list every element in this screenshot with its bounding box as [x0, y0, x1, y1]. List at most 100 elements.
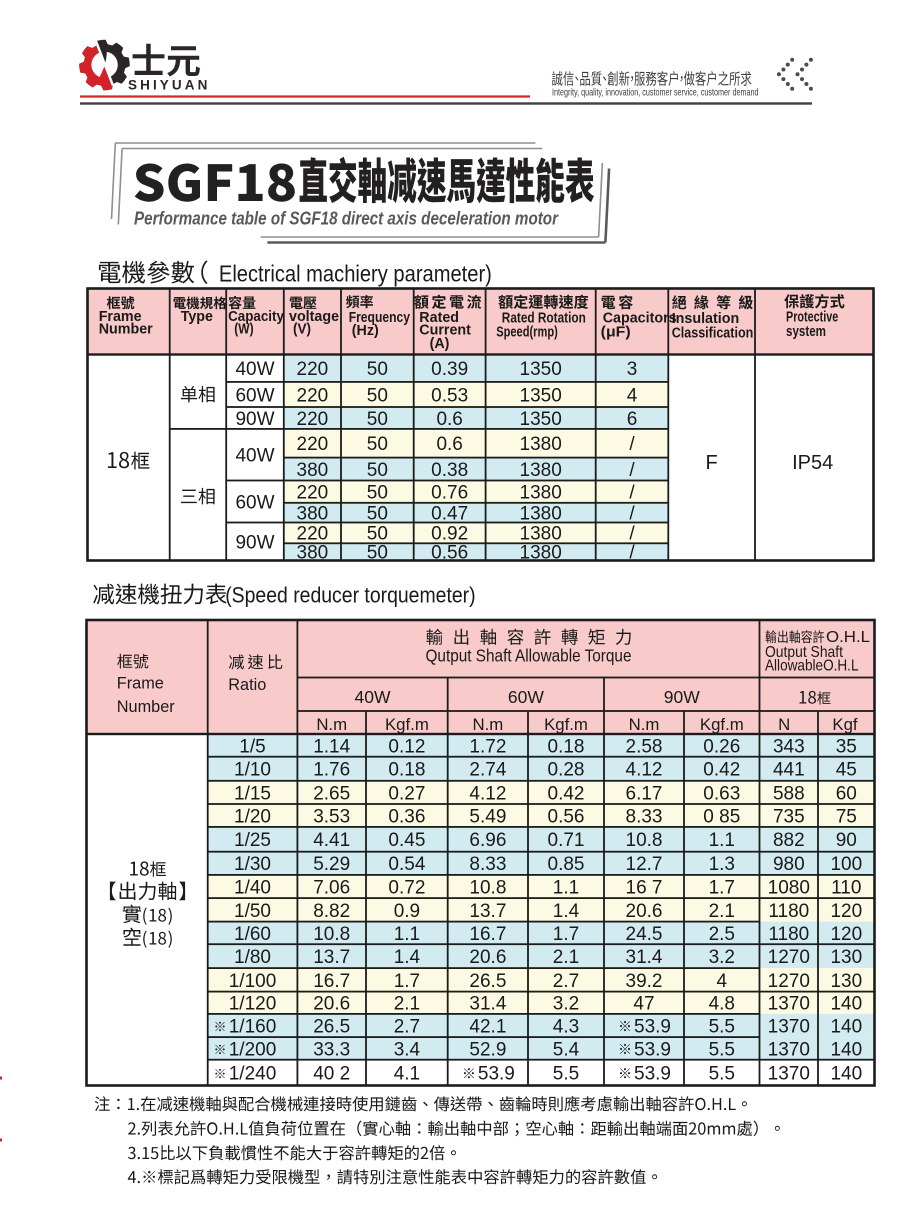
svg-text:/: / [629, 524, 635, 545]
svg-text:/: / [629, 503, 635, 524]
svg-text:16.7: 16.7 [469, 924, 506, 945]
svg-text:Classification: Classification [672, 326, 754, 342]
svg-text:3.4: 3.4 [394, 1039, 421, 1060]
svg-text:220: 220 [297, 359, 329, 380]
svg-text:1/200: 1/200 [229, 1039, 277, 1060]
svg-text:220: 220 [297, 385, 329, 406]
svg-text:(A): (A) [430, 336, 450, 352]
svg-text:140: 140 [830, 1064, 862, 1085]
svg-text:882: 882 [773, 830, 805, 851]
svg-text:1080: 1080 [768, 877, 810, 898]
svg-text:1180: 1180 [768, 901, 809, 922]
svg-text:Output Shaft: Output Shaft [765, 644, 844, 661]
svg-text:5.5: 5.5 [709, 1016, 735, 1037]
svg-text:0.53: 0.53 [431, 385, 468, 406]
svg-text:13.7: 13.7 [313, 947, 350, 968]
svg-text:3.2: 3.2 [709, 947, 735, 968]
svg-text:53.9: 53.9 [634, 1039, 671, 1060]
svg-text:40 2: 40 2 [313, 1064, 350, 1085]
svg-text:SHIYUAN: SHIYUAN [128, 77, 210, 92]
svg-text:980: 980 [773, 854, 805, 875]
svg-text:1370: 1370 [768, 1016, 810, 1037]
svg-text:4: 4 [627, 385, 638, 406]
svg-text:441: 441 [773, 760, 805, 781]
svg-text:Rated: Rated [419, 310, 459, 326]
svg-text:2.7: 2.7 [553, 971, 579, 992]
svg-text:1/240: 1/240 [229, 1064, 277, 1085]
svg-text:343: 343 [773, 736, 805, 757]
svg-text:120: 120 [830, 901, 862, 922]
svg-text:20.6: 20.6 [626, 901, 663, 922]
svg-text:6.17: 6.17 [626, 783, 663, 804]
svg-text:0.12: 0.12 [388, 736, 425, 757]
svg-text:1.7: 1.7 [709, 877, 735, 898]
svg-text:Kgf: Kgf [832, 715, 858, 734]
svg-text:140: 140 [830, 1016, 862, 1037]
svg-text:0.39: 0.39 [431, 359, 468, 380]
svg-text:/: / [629, 482, 635, 503]
svg-text:0.54: 0.54 [388, 854, 425, 875]
svg-text:26.5: 26.5 [313, 1016, 350, 1037]
svg-text:1.72: 1.72 [469, 736, 506, 757]
svg-text:Speed(rmp): Speed(rmp) [496, 325, 558, 341]
svg-text:1/20: 1/20 [234, 806, 271, 827]
svg-text:0.27: 0.27 [388, 783, 425, 804]
svg-text:20.6: 20.6 [469, 947, 506, 968]
svg-text:1270: 1270 [768, 971, 810, 992]
svg-text:Ratio: Ratio [228, 676, 266, 694]
svg-text:50: 50 [367, 524, 388, 545]
svg-text:1180: 1180 [768, 924, 809, 945]
svg-text:0.36: 0.36 [388, 806, 425, 827]
svg-text:588: 588 [773, 783, 805, 804]
svg-text:1370: 1370 [768, 1039, 810, 1060]
svg-text:5.5: 5.5 [553, 1064, 579, 1085]
svg-text:31.4: 31.4 [469, 994, 506, 1015]
svg-text:2.74: 2.74 [469, 760, 506, 781]
svg-text:4.8: 4.8 [709, 994, 735, 1015]
svg-text:(Hz): (Hz) [352, 323, 379, 339]
svg-text:50: 50 [367, 434, 388, 455]
svg-text:Insulation: Insulation [672, 311, 740, 327]
svg-text:0.6: 0.6 [436, 409, 462, 430]
svg-text:5.4: 5.4 [553, 1039, 580, 1060]
svg-text:N.m: N.m [316, 715, 347, 734]
svg-text:voltage: voltage [289, 309, 339, 325]
svg-text:4: 4 [717, 971, 728, 992]
svg-text:Frequency: Frequency [349, 310, 410, 326]
svg-text:60W: 60W [235, 492, 274, 513]
svg-text:33.3: 33.3 [313, 1039, 350, 1060]
svg-text:1380: 1380 [520, 482, 562, 503]
svg-text:60W: 60W [235, 385, 274, 406]
svg-text:5.5: 5.5 [709, 1039, 735, 1060]
svg-text:N: N [778, 715, 790, 734]
svg-text:140: 140 [830, 1039, 862, 1060]
svg-text:1/100: 1/100 [229, 971, 277, 992]
svg-text:110: 110 [831, 877, 861, 898]
svg-text:1.7: 1.7 [553, 924, 579, 945]
svg-text:0.85: 0.85 [548, 854, 585, 875]
svg-text:1350: 1350 [520, 385, 562, 406]
svg-text:1380: 1380 [520, 543, 562, 564]
svg-text:(Speed reducer torquemeter): (Speed reducer torquemeter) [225, 583, 475, 608]
svg-text:N.m: N.m [629, 715, 660, 734]
svg-text:AllowableO.H.L: AllowableO.H.L [765, 658, 859, 675]
svg-text:1.1: 1.1 [709, 830, 735, 851]
svg-text:IP54: IP54 [792, 452, 833, 474]
svg-text:1.1: 1.1 [553, 877, 579, 898]
svg-text:(W): (W) [234, 322, 254, 338]
svg-text:Qutput Shaft Allowable Torque: Qutput Shaft Allowable Torque [426, 646, 632, 666]
svg-text:Number: Number [117, 698, 175, 716]
svg-text:220: 220 [297, 524, 329, 545]
svg-text:0.26: 0.26 [703, 736, 740, 757]
svg-text:Capacity: Capacity [228, 309, 284, 325]
svg-text:140: 140 [830, 994, 862, 1015]
svg-text:1/40: 1/40 [234, 877, 271, 898]
svg-text:100: 100 [830, 854, 862, 875]
svg-text:3.53: 3.53 [313, 806, 350, 827]
svg-text:Frame: Frame [117, 675, 164, 693]
svg-text:380: 380 [297, 503, 329, 524]
svg-text:1.1: 1.1 [394, 924, 420, 945]
svg-text:1.76: 1.76 [313, 760, 350, 781]
svg-text:380: 380 [297, 543, 329, 564]
svg-text:24.5: 24.5 [626, 924, 663, 945]
